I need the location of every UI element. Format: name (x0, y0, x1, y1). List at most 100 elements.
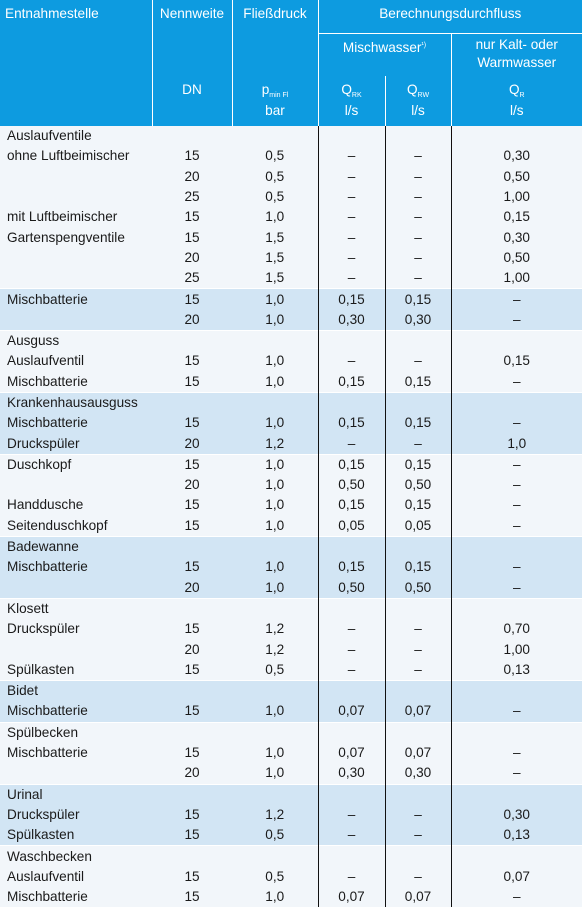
row-pressure: 1,0 (232, 288, 318, 310)
header-entnahmestelle: Entnahmestelle (5, 6, 99, 21)
row-label: Bidet (0, 680, 152, 702)
row-dn: 15 (152, 742, 232, 764)
header-blank (0, 76, 152, 126)
row-dn: 15 (152, 227, 232, 248)
row-label: Auslaufventil (0, 866, 152, 887)
row-qr: – (450, 577, 582, 599)
row-qr (450, 597, 582, 620)
row-qr (450, 845, 582, 867)
row-qrk (317, 783, 385, 805)
table-row: 20 1,5– –0,50 (0, 247, 582, 269)
row-qrw: – (384, 639, 451, 660)
row-pressure: 1,2 (232, 639, 318, 660)
row-dn: 20 (152, 763, 232, 784)
row-label: Spülkasten (0, 659, 152, 681)
row-qrk: – (317, 804, 385, 826)
row-dn (152, 721, 232, 743)
row-qr: 0,15 (450, 207, 582, 228)
row-qr (450, 721, 582, 743)
row-dn: 15 (152, 866, 232, 887)
row-dn: 20 (152, 577, 232, 599)
row-pressure: 1,5 (232, 268, 318, 289)
row-qrk: 0,07 (317, 886, 385, 907)
row-label: Mischbatterie (0, 557, 152, 578)
row-label: Mischbatterie (0, 742, 152, 764)
header-qrk: QRK l/s (317, 76, 385, 126)
kalt-warm-line1: nur Kalt- oder (475, 37, 558, 52)
row-pressure: 0,5 (232, 166, 318, 187)
row-qrw (384, 597, 451, 620)
row-qr (450, 391, 582, 414)
row-qrw (384, 680, 451, 702)
row-label: Druckspüler (0, 804, 152, 826)
row-dn: 15 (152, 351, 232, 372)
table-row: Druckspüler 15 1,2– –0,30 (0, 804, 582, 826)
row-qrk: – (317, 433, 385, 455)
row-qrw (384, 845, 451, 867)
row-qrw: 0,50 (384, 577, 451, 599)
table-row: Spülkasten 15 0,5– –0,13 (0, 659, 582, 681)
row-qrw: 0,07 (384, 742, 451, 764)
row-pressure: 1,0 (232, 557, 318, 578)
row-qrw: – (384, 825, 451, 846)
table-row: 25 0,5– –1,00 (0, 186, 582, 208)
qr-subscript: R (519, 92, 525, 99)
row-qrk: – (317, 268, 385, 289)
table-row: 20 1,0 0,30 0,30– (0, 309, 582, 331)
row-pressure (232, 783, 318, 805)
row-qr (450, 680, 582, 702)
qrk-subscript: RK (351, 92, 362, 99)
header-qr: QR l/s (450, 76, 582, 126)
row-label (0, 475, 152, 496)
table-row: Druckspüler 15 1,2– –0,70 (0, 619, 582, 640)
row-qrw: – (384, 268, 451, 289)
row-qr (450, 535, 582, 558)
row-dn: 15 (152, 886, 232, 907)
table-row: Seitenduschkopf 15 1,0 0,05 0,05– (0, 515, 582, 537)
row-qrk: – (317, 659, 385, 681)
row-qr (450, 329, 582, 352)
table-row: Ausguss (0, 329, 582, 352)
table-row: ohne Luftbeimischer 15 0,5– –0,30 (0, 146, 582, 167)
row-qr: 0,15 (450, 351, 582, 372)
row-qrw: – (384, 166, 451, 187)
row-pressure: 1,2 (232, 433, 318, 455)
row-dn: 15 (152, 659, 232, 681)
row-qrk: 0,07 (317, 742, 385, 764)
row-qrw (384, 329, 451, 352)
kalt-warm-line2: Warmwasser (477, 55, 557, 70)
row-qrk: – (317, 186, 385, 208)
row-qrw: 0,07 (384, 886, 451, 907)
row-qr: – (450, 742, 582, 764)
row-label (0, 763, 152, 784)
row-qrk: 0,07 (317, 701, 385, 723)
row-pressure: 1,5 (232, 247, 318, 269)
row-pressure (232, 680, 318, 702)
row-dn: 25 (152, 268, 232, 289)
row-qrk: – (317, 207, 385, 228)
row-dn: 15 (152, 557, 232, 578)
row-label (0, 186, 152, 208)
row-pressure: 1,0 (232, 453, 318, 476)
table-header: Entnahmestelle Nennweite Fließdruck Bere… (0, 0, 582, 126)
row-dn: 15 (152, 701, 232, 723)
row-pressure: 0,5 (232, 825, 318, 846)
row-qrw: – (384, 207, 451, 228)
row-qrk: 0,15 (317, 453, 385, 476)
row-qr: – (450, 763, 582, 784)
table-row: Mischbatterie 15 1,0 0,15 0,15– (0, 288, 582, 310)
row-qr: 0,13 (450, 825, 582, 846)
row-qr: 1,0 (450, 433, 582, 455)
row-dn: 15 (152, 207, 232, 228)
row-qrw: 0,50 (384, 475, 451, 496)
table-row: Auslaufventil 15 1,0– –0,15 (0, 351, 582, 372)
row-qrw: 0,15 (384, 413, 451, 434)
row-pressure: 1,2 (232, 804, 318, 826)
row-pressure: 1,0 (232, 413, 318, 434)
row-qrw: – (384, 866, 451, 887)
row-dn (152, 329, 232, 352)
row-dn (152, 535, 232, 558)
row-pressure: 0,5 (232, 659, 318, 681)
row-qrk: – (317, 146, 385, 167)
row-qr: 0,07 (450, 866, 582, 887)
